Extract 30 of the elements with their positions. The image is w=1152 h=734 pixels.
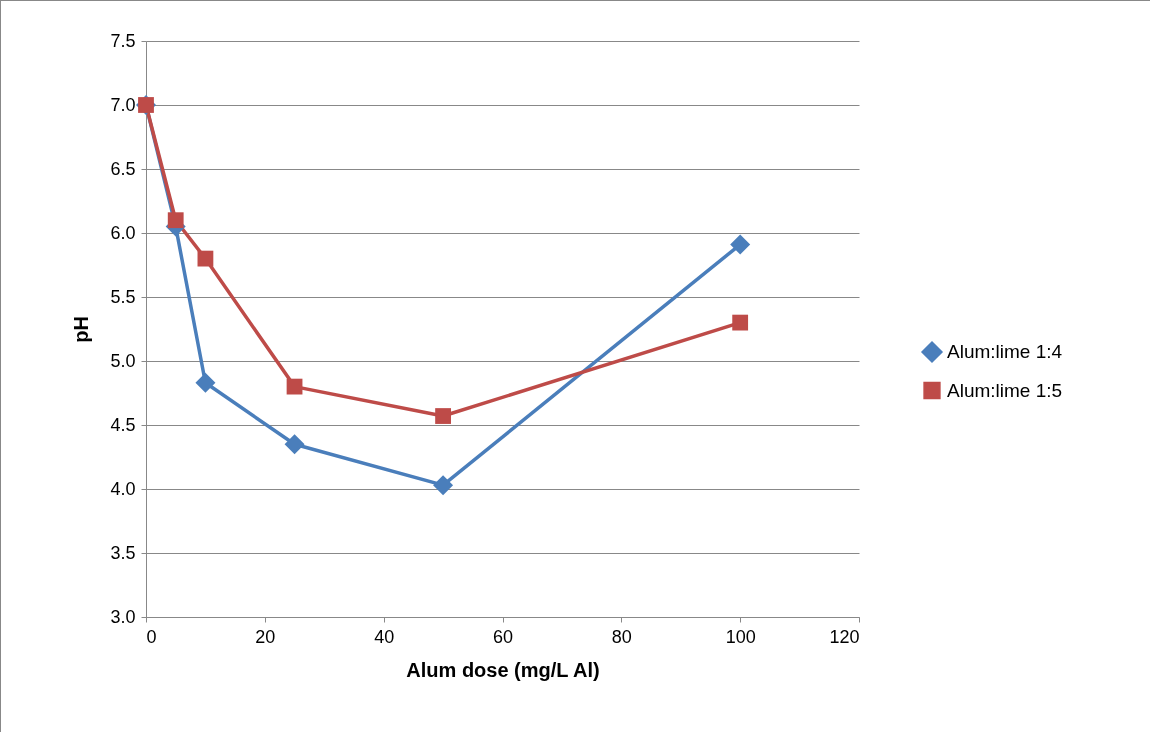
x-tick-label: 80 [611,626,632,647]
y-tick-label: 3.5 [110,542,136,563]
y-tick-label: 5.0 [110,350,136,371]
x-tick-label: 0 [146,626,157,647]
y-tick-label: 4.5 [110,414,136,435]
y-tick-label: 7.0 [110,94,136,115]
y-tick-label: 6.0 [110,222,136,243]
point [732,314,749,331]
x-tick-label: 20 [255,626,276,647]
legend-label: Alum:lime 1:5 [947,379,1063,401]
y-tick-label: 4.0 [110,478,136,499]
point [167,212,184,229]
point [197,250,214,267]
y-tick-label: 6.5 [110,158,136,179]
x-axis-title: Alum dose (mg/L Al) [406,658,600,681]
point [435,408,451,424]
x-tick-label: 100 [725,626,756,647]
point [433,475,454,496]
x-tick-label: 120 [829,626,860,647]
y-tick-label: 3.0 [110,606,136,627]
point [195,372,216,393]
y-tick-label: 5.5 [110,286,136,307]
x-tick-label: 40 [374,626,395,647]
legend-label: Alum:lime 1:4 [947,341,1063,362]
x-tick-label: 60 [492,626,514,647]
point [284,434,305,455]
y-axis-title: pH [70,316,93,343]
point [286,378,303,395]
y-tick-label: 7.5 [110,30,136,51]
point [730,234,751,255]
